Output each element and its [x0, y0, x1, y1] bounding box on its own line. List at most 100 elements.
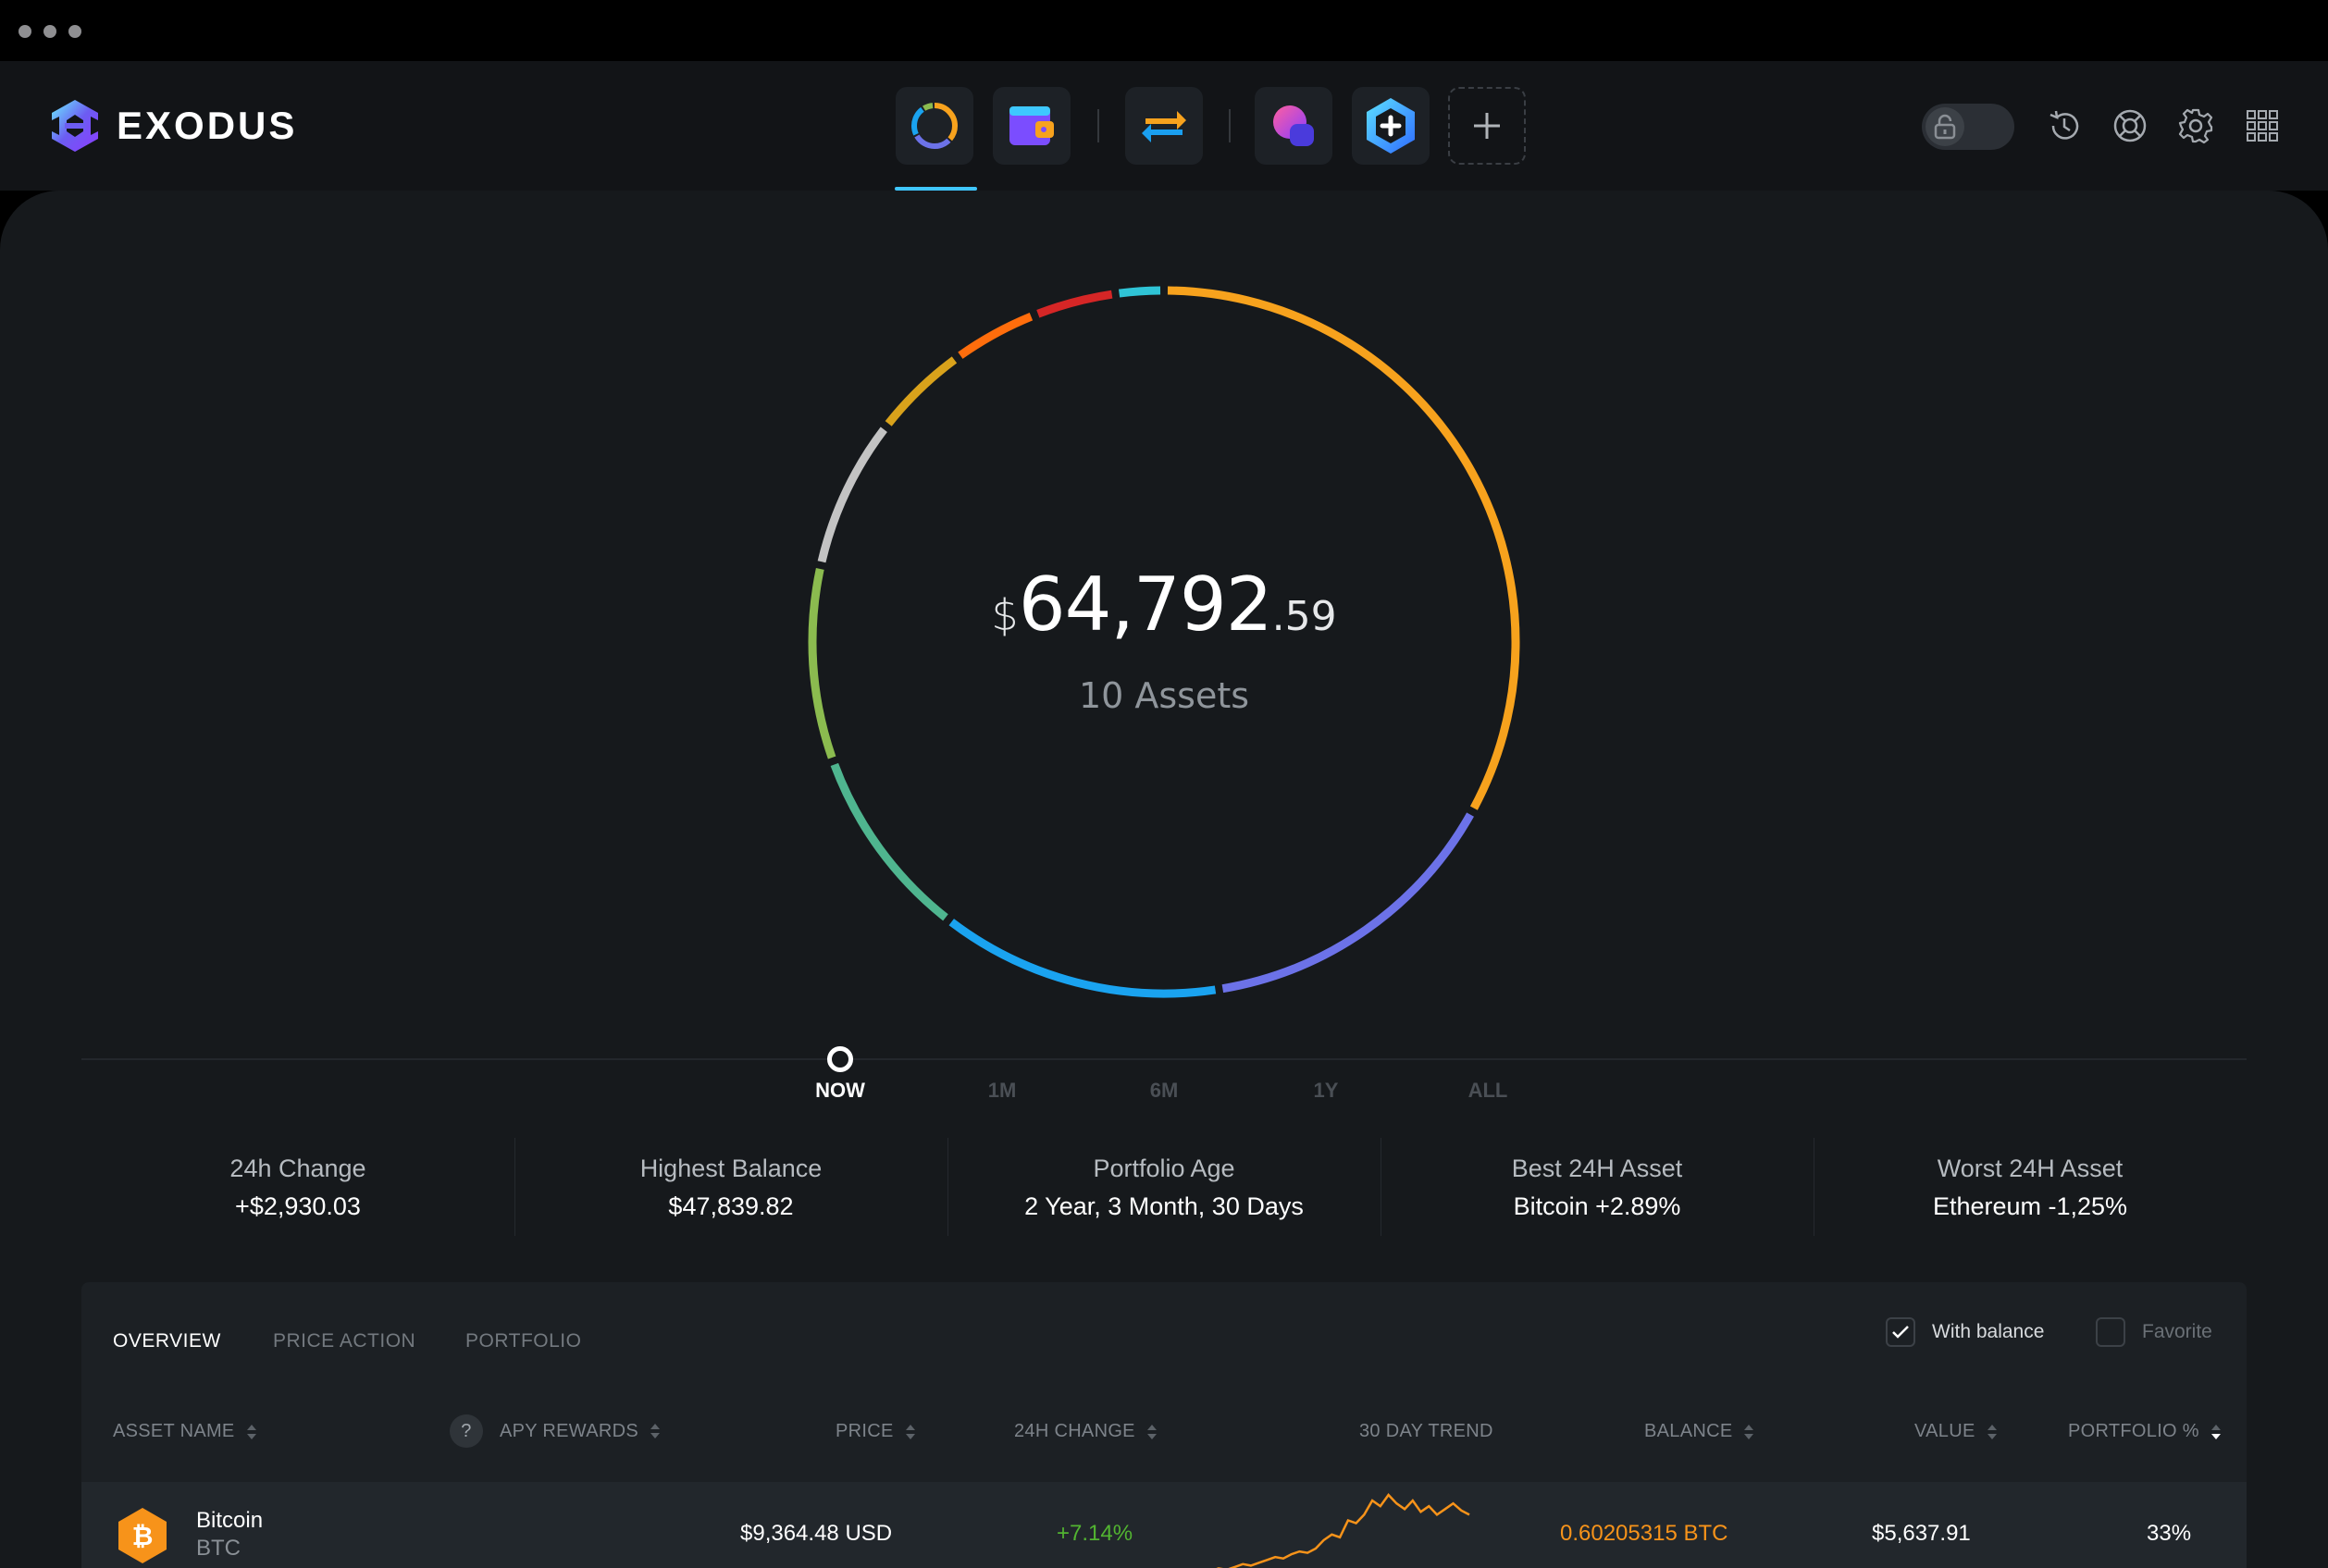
col-price[interactable]: PRICE: [836, 1421, 916, 1442]
apps-grid-icon: [2247, 110, 2278, 142]
active-tab-indicator: [895, 187, 977, 191]
stat-highest-balance: Highest Balance $47,839.82: [514, 1138, 947, 1240]
stat-label: Worst 24H Asset: [1937, 1154, 2124, 1182]
col-30-day-trend: 30 DAY TREND: [1359, 1421, 1493, 1442]
donut-segment-7: [885, 356, 958, 426]
wallet-icon: [1009, 106, 1054, 145]
timeline-all[interactable]: ALL: [1467, 1079, 1508, 1102]
support-icon: [2113, 109, 2147, 142]
timeline-track: [81, 1058, 2247, 1060]
asset-portfolio-percent: 33%: [2147, 1521, 2192, 1546]
stat-portfolio-age: Portfolio Age 2 Year, 3 Month, 30 Days: [947, 1138, 1381, 1240]
brand-name: EXODUS: [117, 104, 298, 147]
col-label: 30 DAY TREND: [1359, 1421, 1493, 1441]
filter-favorite[interactable]: Favorite: [2096, 1317, 2212, 1347]
stat-value: $47,839.82: [668, 1192, 794, 1220]
window-close-button[interactable]: [19, 25, 31, 38]
col-value[interactable]: VALUE: [1914, 1421, 1998, 1442]
timeline-6m[interactable]: 6M: [1149, 1079, 1179, 1102]
window-zoom-button[interactable]: [68, 25, 81, 38]
stat-label: 24h Change: [229, 1154, 366, 1182]
help-icon[interactable]: ?: [450, 1414, 483, 1448]
tab-portfolio-view[interactable]: PORTFOLIO: [465, 1330, 582, 1352]
col-asset-name[interactable]: ASSET NAME: [113, 1421, 257, 1442]
lock-toggle[interactable]: [1922, 104, 2014, 150]
asset-price: $9,364.48 USD: [740, 1521, 893, 1546]
apps-grid-button[interactable]: [2241, 105, 2284, 147]
stat-worst-asset: Worst 24H Asset Ethereum -1,25%: [1814, 1138, 2247, 1240]
stat-label: Highest Balance: [639, 1154, 823, 1182]
history-button[interactable]: [2043, 105, 2086, 147]
asset-ticker: BTC: [196, 1536, 241, 1561]
tab-hex-app[interactable]: [1352, 87, 1430, 165]
col-portfolio-percent[interactable]: PORTFOLIO %: [2068, 1421, 2222, 1442]
support-button[interactable]: [2109, 105, 2151, 147]
tab-wallet[interactable]: [993, 87, 1071, 165]
asset-name: Bitcoin: [196, 1508, 264, 1533]
tab-portfolio[interactable]: [896, 87, 973, 165]
col-balance[interactable]: BALANCE: [1644, 1421, 1754, 1442]
col-label: VALUE: [1914, 1421, 1975, 1441]
exodus-logo-icon: [52, 100, 98, 152]
timeline-1y[interactable]: 1Y: [1313, 1079, 1339, 1102]
tab-overview[interactable]: OVERVIEW: [113, 1330, 221, 1352]
asset-24h-change: +7.14%: [1057, 1521, 1133, 1546]
assets-count: 10 Assets: [1078, 675, 1250, 716]
tab-app[interactable]: [1255, 87, 1332, 165]
stat-label: Best 24H Asset: [1511, 1154, 1683, 1182]
window-title-bar: [0, 0, 2328, 61]
tab-add[interactable]: [1448, 87, 1526, 165]
favorite-label: Favorite: [2142, 1321, 2212, 1342]
currency-symbol: $: [991, 590, 1019, 640]
timeline-now[interactable]: NOW: [815, 1079, 865, 1102]
asset-30-day-trend-sparkline: [1216, 1493, 1470, 1568]
filter-with-balance[interactable]: With balance: [1886, 1317, 2044, 1347]
col-label: PRICE: [836, 1421, 894, 1441]
col-label: ASSET NAME: [113, 1421, 235, 1441]
stat-value: Bitcoin +2.89%: [1513, 1192, 1681, 1220]
top-navigation-bar: EXODUS: [0, 61, 2328, 191]
portfolio-main: $64,792.59 10 Assets NOW 1M 6M 1Y ALL 24…: [0, 191, 2328, 1568]
stat-best-asset: Best 24H Asset Bitcoin +2.89%: [1381, 1138, 1814, 1240]
donut-segment-1: [1167, 286, 1520, 810]
col-label: BALANCE: [1644, 1421, 1733, 1441]
sort-icon: [246, 1424, 256, 1439]
donut-segment-4: [830, 762, 948, 921]
portfolio-ring-icon: [911, 103, 958, 149]
timeline-1m[interactable]: 1M: [987, 1079, 1017, 1102]
sort-icon: [1987, 1424, 1997, 1439]
col-label: APY REWARDS: [500, 1420, 638, 1441]
settings-icon: [2178, 108, 2213, 144]
sort-icon: [1146, 1424, 1157, 1439]
with-balance-checkbox[interactable]: [1886, 1317, 1915, 1347]
donut-segment-3: [948, 919, 1217, 998]
sort-icon: [1744, 1424, 1754, 1439]
tab-price-action[interactable]: PRICE ACTION: [273, 1330, 416, 1352]
tab-exchange[interactable]: [1125, 87, 1203, 165]
col-24h-change[interactable]: 24H CHANGE: [1014, 1421, 1158, 1442]
donut-segment-6: [817, 426, 887, 563]
checkmark-icon: [1892, 1326, 1909, 1339]
donut-segment-10: [1119, 286, 1161, 298]
portfolio-donut-chart: [808, 286, 1520, 998]
sort-icon: [650, 1424, 660, 1438]
stat-value: Ethereum -1,25%: [1932, 1192, 2128, 1220]
col-label: 24H CHANGE: [1014, 1421, 1135, 1441]
settings-button[interactable]: [2174, 105, 2217, 147]
table-row[interactable]: ₿ Bitcoin BTC $9,364.48 USD +7.14% 0.602…: [81, 1482, 2247, 1568]
app-bubbles-icon: [1273, 105, 1314, 146]
tab-separator: [1097, 109, 1099, 142]
assets-table-panel: OVERVIEW PRICE ACTION PORTFOLIO With bal…: [81, 1282, 2247, 1568]
portfolio-stats: 24h Change +$2,930.03 Highest Balance $4…: [81, 1138, 2247, 1240]
sparkline-path: [1216, 1493, 1470, 1568]
favorite-checkbox[interactable]: [2096, 1317, 2125, 1347]
donut-segment-8: [958, 313, 1034, 359]
stat-24h-change: 24h Change +$2,930.03: [81, 1138, 514, 1240]
donut-segment-2: [1221, 812, 1474, 994]
timeline-handle[interactable]: [827, 1046, 853, 1072]
window-minimize-button[interactable]: [43, 25, 56, 38]
stat-value: 2 Year, 3 Month, 30 Days: [1024, 1192, 1304, 1220]
sort-icon: [905, 1424, 915, 1439]
portfolio-amount: 64,792: [1018, 562, 1273, 648]
col-apy-rewards[interactable]: ? APY REWARDS: [450, 1414, 661, 1448]
